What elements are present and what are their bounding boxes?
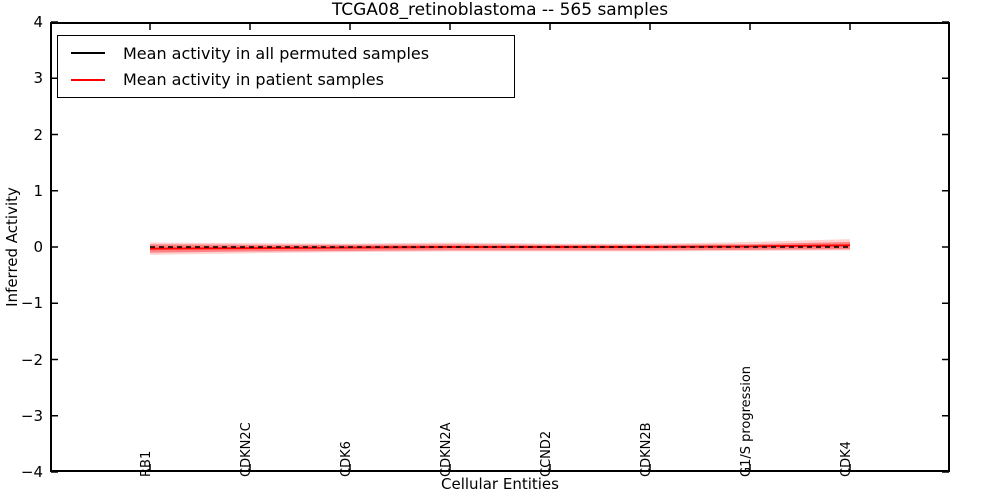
legend-items: Mean activity in all permuted samples Mea… xyxy=(58,36,514,97)
x-tick-label: CDKN2B xyxy=(639,422,654,477)
legend-line-sample xyxy=(71,52,105,55)
y-tick-label: 4 xyxy=(33,13,43,31)
x-tick-label: G1/S progression xyxy=(739,365,754,477)
y-tick-label: 2 xyxy=(33,125,43,144)
y-tick-label: 0 xyxy=(33,238,43,256)
x-tick-label: CDKN2C xyxy=(239,422,254,477)
legend-item-label: Mean activity in all permuted samples xyxy=(123,43,430,63)
y-tick-label: −3 xyxy=(20,406,43,425)
y-tick-label: −2 xyxy=(20,350,43,369)
x-tick-label: RB1 xyxy=(139,450,154,477)
legend: Mean activity in all permuted samples Mea… xyxy=(57,35,515,98)
legend-item: Mean activity in patient samples xyxy=(58,70,514,89)
y-tick-label: 3 xyxy=(33,69,43,88)
series-line-patient xyxy=(149,244,851,250)
x-axis-label: Cellular Entities xyxy=(441,475,559,493)
legend-item: Mean activity in all permuted samples xyxy=(58,44,514,63)
y-tick-label: −1 xyxy=(20,294,43,313)
y-tick-label: 1 xyxy=(33,181,43,200)
x-tick-label: CDKN2A xyxy=(439,422,454,477)
y-axis-label: Inferred Activity xyxy=(3,187,21,307)
x-tick-label: CDK6 xyxy=(339,441,354,477)
legend-line-sample xyxy=(71,78,105,81)
chart-title: TCGA08_retinoblastoma -- 565 samples xyxy=(331,0,669,20)
y-tick-label: −4 xyxy=(20,463,43,481)
legend-item-label: Mean activity in patient samples xyxy=(123,70,384,90)
x-tick-label: CDK4 xyxy=(839,441,854,477)
x-tick-label: CCND2 xyxy=(539,430,554,477)
